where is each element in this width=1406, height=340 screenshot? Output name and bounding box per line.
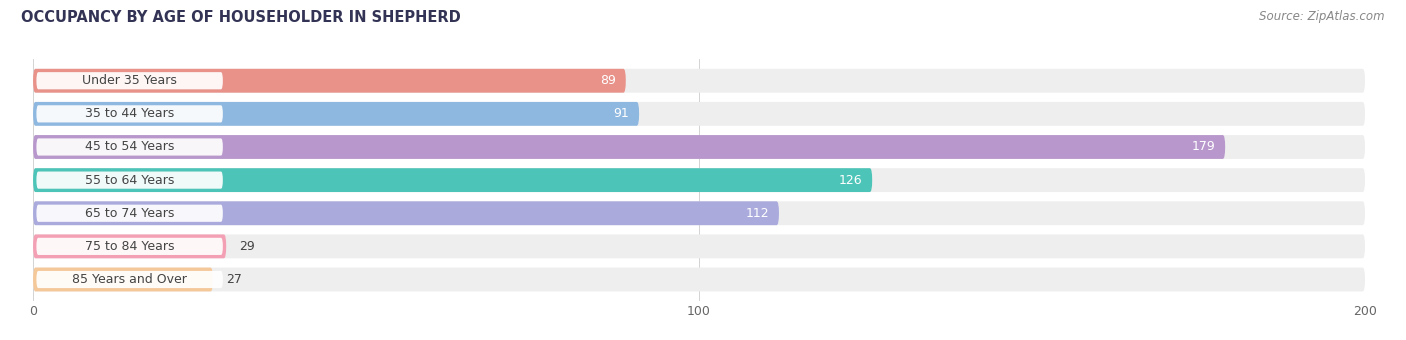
Text: 45 to 54 Years: 45 to 54 Years bbox=[84, 140, 174, 153]
Text: 126: 126 bbox=[838, 174, 862, 187]
FancyBboxPatch shape bbox=[34, 201, 779, 225]
FancyBboxPatch shape bbox=[34, 168, 872, 192]
FancyBboxPatch shape bbox=[37, 238, 224, 255]
FancyBboxPatch shape bbox=[34, 135, 1225, 159]
FancyBboxPatch shape bbox=[34, 135, 1365, 159]
FancyBboxPatch shape bbox=[37, 138, 224, 156]
FancyBboxPatch shape bbox=[37, 171, 224, 189]
Text: 35 to 44 Years: 35 to 44 Years bbox=[84, 107, 174, 120]
FancyBboxPatch shape bbox=[34, 268, 1365, 291]
Text: 85 Years and Over: 85 Years and Over bbox=[72, 273, 187, 286]
Text: 75 to 84 Years: 75 to 84 Years bbox=[84, 240, 174, 253]
Text: 55 to 64 Years: 55 to 64 Years bbox=[84, 174, 174, 187]
FancyBboxPatch shape bbox=[34, 69, 626, 93]
Text: 112: 112 bbox=[745, 207, 769, 220]
Text: 179: 179 bbox=[1191, 140, 1215, 153]
Text: 65 to 74 Years: 65 to 74 Years bbox=[84, 207, 174, 220]
FancyBboxPatch shape bbox=[34, 168, 1365, 192]
FancyBboxPatch shape bbox=[37, 72, 224, 89]
FancyBboxPatch shape bbox=[34, 102, 640, 126]
FancyBboxPatch shape bbox=[34, 201, 1365, 225]
Text: 29: 29 bbox=[239, 240, 256, 253]
FancyBboxPatch shape bbox=[37, 271, 224, 288]
Text: 91: 91 bbox=[613, 107, 628, 120]
FancyBboxPatch shape bbox=[34, 268, 212, 291]
FancyBboxPatch shape bbox=[34, 235, 1365, 258]
FancyBboxPatch shape bbox=[34, 235, 226, 258]
FancyBboxPatch shape bbox=[34, 69, 1365, 93]
Text: OCCUPANCY BY AGE OF HOUSEHOLDER IN SHEPHERD: OCCUPANCY BY AGE OF HOUSEHOLDER IN SHEPH… bbox=[21, 10, 461, 25]
FancyBboxPatch shape bbox=[37, 205, 224, 222]
Text: 27: 27 bbox=[226, 273, 242, 286]
FancyBboxPatch shape bbox=[37, 105, 224, 122]
FancyBboxPatch shape bbox=[34, 102, 1365, 126]
Text: 89: 89 bbox=[600, 74, 616, 87]
Text: Under 35 Years: Under 35 Years bbox=[82, 74, 177, 87]
Text: Source: ZipAtlas.com: Source: ZipAtlas.com bbox=[1260, 10, 1385, 23]
